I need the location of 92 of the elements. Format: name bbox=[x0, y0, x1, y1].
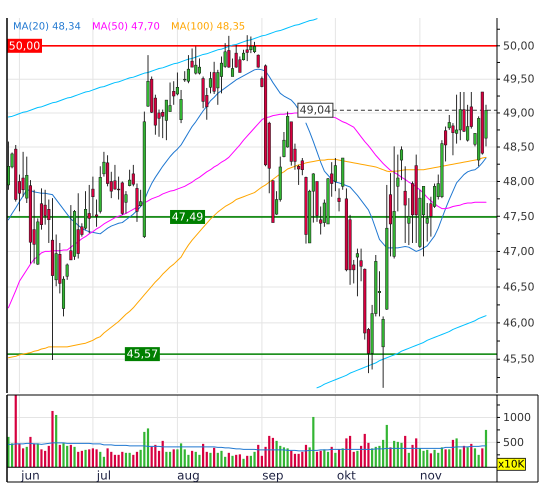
y-tick-label: 1000 bbox=[503, 410, 531, 424]
bar bbox=[312, 416, 314, 468]
bar bbox=[481, 448, 484, 468]
bar bbox=[110, 452, 112, 468]
y-tick-label: 50,00 bbox=[503, 39, 534, 52]
candlestick bbox=[91, 176, 94, 217]
bar bbox=[58, 444, 61, 468]
candlestick bbox=[186, 54, 190, 84]
y-tick-label: 49,50 bbox=[503, 72, 534, 86]
ref-line-label: 45,57 bbox=[126, 348, 158, 361]
x-tick-label: jun bbox=[20, 468, 40, 482]
bar bbox=[386, 424, 388, 468]
candlestick bbox=[44, 189, 47, 226]
text: MA(50) 47,70 bbox=[92, 22, 160, 32]
bar bbox=[55, 414, 58, 468]
bar bbox=[228, 452, 230, 468]
y-tick-label: 45,50 bbox=[503, 352, 534, 366]
line-series bbox=[8, 442, 486, 452]
bar bbox=[364, 434, 366, 468]
bar bbox=[194, 452, 197, 468]
ref-line-label: 50,00 bbox=[8, 39, 40, 52]
bar bbox=[216, 452, 219, 468]
bar bbox=[235, 454, 238, 468]
candlestick bbox=[338, 188, 341, 212]
y-tick-label: 47,00 bbox=[503, 244, 534, 258]
line-series bbox=[8, 156, 486, 358]
x-tick-label: aug bbox=[177, 468, 200, 482]
candlestick bbox=[249, 36, 252, 54]
bar bbox=[66, 446, 68, 468]
bar bbox=[342, 448, 344, 468]
candlestick bbox=[69, 204, 72, 260]
bar bbox=[99, 452, 102, 468]
candlestick bbox=[128, 169, 132, 187]
bar bbox=[132, 454, 134, 468]
bar bbox=[143, 432, 146, 468]
bar bbox=[257, 444, 260, 468]
bar bbox=[448, 449, 450, 468]
bar bbox=[246, 456, 248, 468]
candlestick bbox=[76, 192, 80, 259]
x-tick-label: nov bbox=[420, 468, 442, 482]
y-tick-label: 49,00 bbox=[503, 106, 534, 120]
candlestick bbox=[212, 61, 216, 94]
candlestick bbox=[246, 34, 249, 62]
x-tick-label: okt bbox=[336, 468, 356, 482]
bar bbox=[330, 446, 333, 468]
candlestick bbox=[334, 158, 337, 192]
bar bbox=[393, 440, 396, 468]
x-tick-label: jul bbox=[96, 468, 112, 482]
text: MA(20) 48,34 bbox=[13, 22, 81, 32]
bar bbox=[150, 446, 153, 468]
candlestick bbox=[183, 70, 186, 82]
candlestick bbox=[194, 46, 198, 75]
candlestick bbox=[198, 58, 201, 75]
bar bbox=[404, 436, 406, 468]
bar bbox=[396, 442, 399, 468]
bar bbox=[77, 452, 80, 468]
candlestick bbox=[180, 90, 183, 124]
candlestick bbox=[356, 248, 359, 297]
bar bbox=[14, 396, 17, 468]
text: MA(100) 48,35 bbox=[171, 22, 246, 32]
bar bbox=[426, 450, 428, 468]
bar bbox=[121, 452, 124, 468]
bar bbox=[162, 440, 164, 468]
bar bbox=[36, 443, 39, 468]
bar bbox=[290, 450, 292, 468]
y-tick-label: 500 bbox=[503, 436, 524, 449]
candlestick bbox=[256, 54, 260, 68]
ref-line-label: 47,49 bbox=[172, 210, 204, 224]
line-series bbox=[316, 315, 486, 388]
candlestick bbox=[208, 71, 212, 94]
bar bbox=[408, 452, 410, 468]
candlestick bbox=[404, 166, 407, 244]
y-tick-label: 46,00 bbox=[503, 316, 534, 330]
bar bbox=[323, 449, 326, 468]
y-tick-label: 47,50 bbox=[503, 210, 534, 223]
bar bbox=[470, 444, 472, 468]
y-tick-label: 48,50 bbox=[503, 140, 534, 154]
bar bbox=[172, 449, 175, 468]
x-tick-label: sep bbox=[262, 468, 284, 482]
y-tick-label: 46,50 bbox=[503, 280, 534, 294]
y-axis-title: x10K bbox=[498, 458, 526, 470]
bar bbox=[268, 436, 270, 468]
candlestick bbox=[202, 76, 205, 109]
candlestick bbox=[227, 35, 230, 68]
bar bbox=[26, 446, 28, 468]
candlestick bbox=[458, 92, 462, 141]
y-tick-label: 48,00 bbox=[503, 174, 534, 188]
bar bbox=[320, 450, 322, 468]
ref-line-label: 49,04 bbox=[300, 104, 332, 117]
bar bbox=[374, 446, 377, 468]
bar bbox=[88, 449, 90, 468]
bar bbox=[415, 438, 418, 468]
